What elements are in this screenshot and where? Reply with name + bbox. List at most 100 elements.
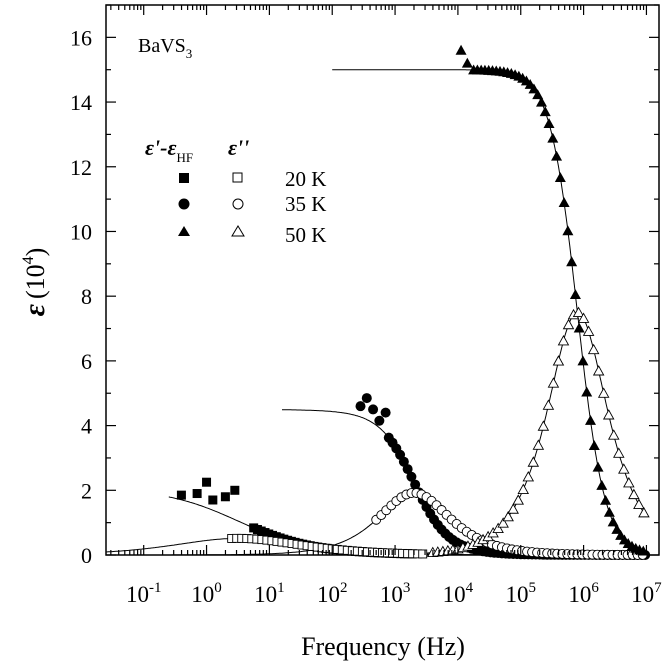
data-point-real-35k	[361, 393, 372, 404]
data-point-imag-50k	[633, 498, 645, 509]
data-point-imag-50k	[542, 399, 555, 410]
data-point-imag-50k	[613, 447, 625, 458]
data-point-real-20k	[202, 477, 212, 487]
legend: ε'-εHF ε'' 20 K 35 K 50 K	[145, 135, 326, 247]
y-tick-label: 4	[81, 414, 92, 439]
legend-marker-20k-filled	[179, 173, 189, 183]
x-tick-label: 105	[506, 580, 537, 607]
data-point-imag-50k	[638, 506, 650, 518]
data-point-imag-50k	[507, 503, 519, 514]
legend-label-50k: 50 K	[285, 223, 326, 247]
data-point-real-50k	[566, 256, 578, 267]
x-tick-label: 100	[191, 580, 222, 607]
data-point-imag-50k	[628, 488, 640, 500]
data-point-imag-50k	[492, 522, 504, 533]
legend-marker-50k-open	[231, 225, 245, 237]
data-point-real-20k	[208, 495, 218, 505]
data-point-real-20k	[192, 489, 202, 499]
data-point-real-50k	[532, 89, 544, 100]
data-point-real-50k	[607, 516, 619, 527]
data-point-real-50k	[547, 132, 559, 143]
data-point-real-50k	[543, 118, 555, 128]
data-point-real-35k	[380, 407, 391, 418]
data-point-imag-50k	[602, 409, 615, 420]
data-point-real-20k	[176, 490, 186, 500]
data-point-real-35k	[355, 401, 366, 412]
y-tick-label: 0	[81, 543, 92, 568]
x-tick-label: 102	[317, 580, 348, 607]
data-point-imag-50k	[532, 439, 545, 450]
y-axis-label: ε(104)	[18, 248, 51, 317]
data-point-real-35k	[410, 479, 421, 490]
data-point-real-35k	[398, 456, 409, 467]
data-point-imag-50k	[587, 343, 600, 355]
data-point-real-50k	[455, 44, 467, 55]
series-layer	[105, 44, 651, 560]
data-point-real-50k	[461, 57, 473, 68]
data-point-real-50k	[558, 197, 570, 207]
data-point-imag-50k	[618, 463, 630, 474]
legend-marker-50k-filled	[178, 226, 190, 236]
data-point-imag-50k	[623, 476, 635, 488]
data-point-imag-50k	[562, 318, 575, 330]
data-point-real-50k	[588, 440, 600, 451]
fit-line-real-50k	[332, 69, 647, 553]
data-point-real-50k	[592, 461, 604, 472]
legend-marker-20k-open	[232, 172, 243, 183]
data-point-imag-50k	[512, 494, 525, 505]
x-tick-label: 10-1	[126, 580, 162, 607]
x-tick-label: 106	[568, 580, 599, 607]
data-point-real-50k	[573, 322, 585, 333]
data-point-imag-50k	[527, 456, 540, 467]
legend-marker-35k-open	[232, 198, 244, 210]
y-tick-label: 2	[81, 478, 92, 503]
data-point-imag-50k	[547, 377, 560, 388]
data-point-real-50k	[569, 289, 581, 300]
data-point-real-35k	[374, 415, 385, 426]
data-point-real-50k	[539, 106, 551, 117]
data-point-real-35k	[402, 464, 413, 475]
data-point-real-50k	[611, 524, 623, 534]
y-tick-label: 12	[70, 155, 92, 180]
data-point-real-50k	[577, 355, 589, 366]
y-tick-label: 8	[81, 284, 92, 309]
data-point-real-35k	[406, 471, 417, 482]
data-point-imag-50k	[607, 429, 620, 440]
data-point-imag-50k	[572, 306, 585, 318]
legend-label-20k: 20 K	[285, 167, 326, 191]
data-point-imag-50k	[537, 420, 550, 431]
data-point-imag-50k	[592, 365, 605, 376]
x-tick-label: 101	[254, 580, 285, 607]
y-tick-label: 6	[81, 349, 92, 374]
x-axis-label: Frequency (Hz)	[301, 632, 465, 661]
data-point-imag-50k	[522, 471, 535, 482]
data-point-real-50k	[535, 96, 547, 107]
data-point-real-50k	[600, 494, 612, 505]
x-tick-label: 107	[631, 580, 662, 607]
data-point-imag-50k	[502, 510, 514, 522]
data-point-imag-50k	[517, 483, 530, 494]
data-point-real-50k	[603, 506, 615, 517]
legend-marker-35k-filled	[178, 198, 190, 210]
x-tick-label: 104	[443, 580, 474, 607]
data-point-real-50k	[581, 386, 593, 397]
data-point-real-20k	[230, 485, 240, 495]
data-point-real-50k	[596, 479, 608, 490]
data-point-real-35k	[368, 404, 379, 415]
tick-layer: 0 2 4 6 8 10 12 14 16 10-1 100 101 102 103 104 105 106 10…	[70, 4, 662, 607]
data-point-real-50k	[554, 172, 566, 183]
y-tick-label: 16	[70, 25, 92, 50]
legend-label-35k: 35 K	[285, 192, 326, 216]
y-tick-label: 14	[70, 90, 92, 115]
plot-frame	[105, 4, 660, 556]
legend-header-real: ε'-εHF	[145, 135, 193, 165]
data-point-real-50k	[585, 415, 597, 425]
material-label: BaVS3	[138, 35, 192, 61]
data-point-imag-50k	[552, 355, 565, 366]
legend-header-imag: ε''	[228, 135, 249, 160]
data-point-imag-50k	[577, 312, 590, 323]
data-point-real-50k	[528, 83, 540, 94]
data-point-real-50k	[562, 225, 574, 236]
data-point-imag-20k	[418, 549, 428, 559]
